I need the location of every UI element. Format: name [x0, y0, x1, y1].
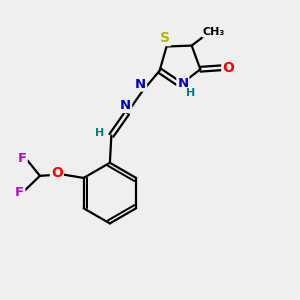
Text: N: N: [135, 78, 146, 91]
Text: S: S: [160, 31, 170, 45]
Text: F: F: [15, 186, 24, 199]
Text: O: O: [51, 166, 63, 180]
Text: N: N: [177, 77, 188, 90]
Text: H: H: [95, 128, 105, 138]
Text: O: O: [222, 61, 234, 75]
Text: N: N: [120, 99, 131, 112]
Text: CH₃: CH₃: [203, 27, 225, 37]
Text: H: H: [186, 88, 196, 98]
Text: F: F: [17, 152, 27, 165]
